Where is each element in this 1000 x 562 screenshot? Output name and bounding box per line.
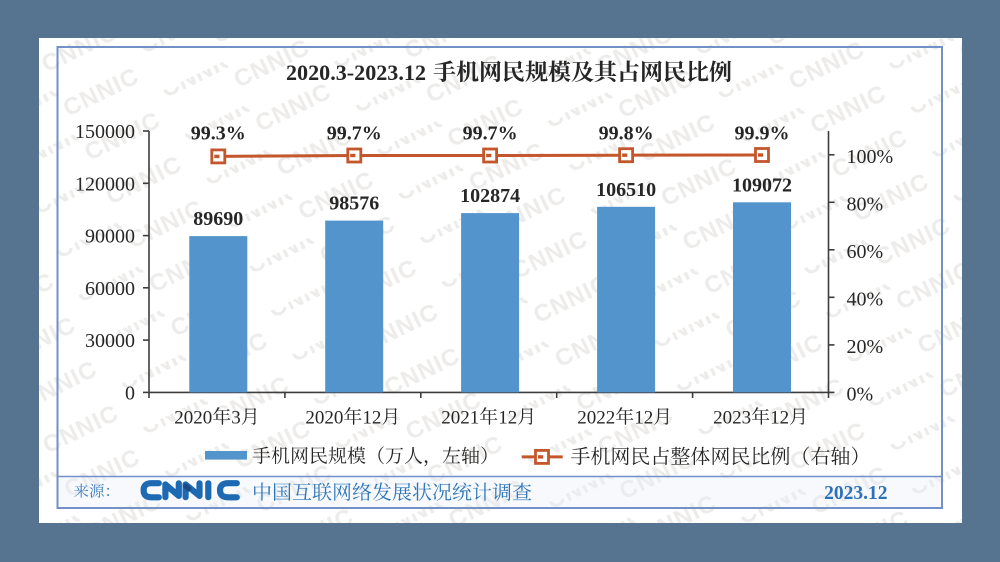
svg-text:60000: 60000: [85, 278, 135, 300]
svg-text:100%: 100%: [847, 146, 894, 168]
svg-text:12: 12: [498, 407, 517, 428]
svg-text:0%: 0%: [847, 383, 874, 405]
svg-text:2020: 2020: [174, 407, 212, 428]
svg-text:20%: 20%: [847, 336, 884, 358]
svg-text:0: 0: [125, 382, 135, 404]
svg-text:99.8%: 99.8%: [599, 123, 654, 145]
svg-text:12: 12: [362, 407, 381, 428]
svg-text:30000: 30000: [85, 330, 135, 352]
svg-text:12: 12: [770, 407, 789, 428]
svg-text:2023.12: 2023.12: [824, 483, 887, 504]
svg-text:12: 12: [634, 407, 653, 428]
svg-text:80%: 80%: [847, 193, 884, 215]
svg-text:109072: 109072: [732, 174, 792, 196]
svg-text:2020: 2020: [305, 407, 343, 428]
svg-text:89690: 89690: [193, 208, 243, 230]
svg-text:106510: 106510: [596, 179, 656, 201]
svg-text:99.9%: 99.9%: [735, 123, 790, 145]
svg-text:102874: 102874: [460, 185, 520, 207]
svg-text:150000: 150000: [75, 121, 135, 143]
svg-text:40%: 40%: [847, 288, 884, 310]
svg-text:99.7%: 99.7%: [463, 123, 518, 145]
svg-text:60%: 60%: [847, 241, 884, 263]
svg-text:98576: 98576: [329, 193, 379, 215]
svg-text:3: 3: [231, 407, 241, 428]
svg-text:2023: 2023: [713, 407, 751, 428]
svg-text:99.7%: 99.7%: [327, 123, 382, 145]
svg-text:99.3%: 99.3%: [191, 123, 246, 145]
svg-text:120000: 120000: [75, 173, 135, 195]
svg-text:2020.3-2023.12: 2020.3-2023.12: [286, 60, 426, 85]
svg-text:90000: 90000: [85, 226, 135, 248]
svg-text:2022: 2022: [577, 407, 615, 428]
svg-text:2021: 2021: [441, 407, 479, 428]
